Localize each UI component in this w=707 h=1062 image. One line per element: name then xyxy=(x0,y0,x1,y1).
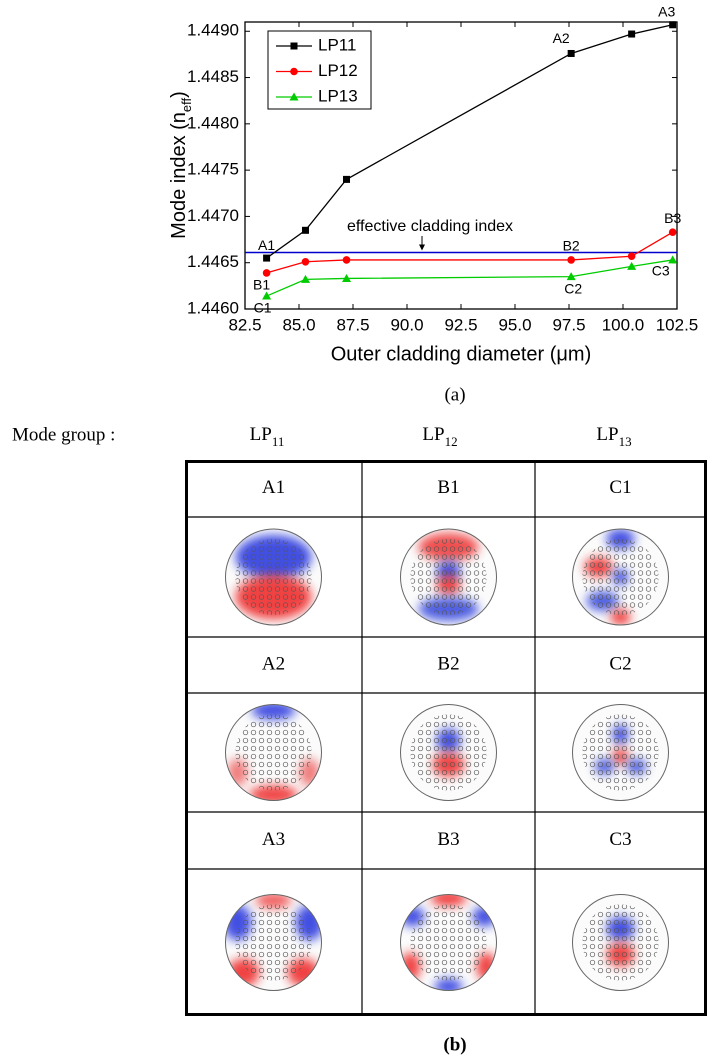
point-label: A3 xyxy=(658,3,675,19)
data-point xyxy=(669,228,677,236)
mode-field-image xyxy=(573,705,669,801)
cell-label: C2 xyxy=(609,653,631,674)
cell-label: B2 xyxy=(437,653,459,674)
cell-label: B1 xyxy=(437,477,459,498)
mode-field-image xyxy=(226,702,322,804)
x-tick-label: 102.5 xyxy=(656,315,699,334)
air-holes xyxy=(583,539,659,615)
mode-field-image xyxy=(224,893,324,991)
legend-label: LP11 xyxy=(318,35,356,54)
air-holes xyxy=(411,905,487,981)
mode-field-image xyxy=(401,529,497,625)
cell-label: C1 xyxy=(609,477,631,498)
group-header: LP13 xyxy=(596,424,631,449)
group-base: LP xyxy=(250,424,272,445)
point-label: C3 xyxy=(652,263,670,279)
cell-label: B3 xyxy=(437,829,459,850)
data-point xyxy=(263,255,270,262)
air-holes xyxy=(236,715,312,791)
air-holes xyxy=(583,905,659,981)
data-point xyxy=(628,252,636,260)
reference-label: effective cladding index xyxy=(347,218,513,235)
x-tick-label: 97.5 xyxy=(552,315,585,334)
legend-label: LP13 xyxy=(318,86,358,105)
page: Mode index (neff) Outer cladding diamete… xyxy=(0,0,707,1062)
group-base: LP xyxy=(596,424,618,445)
cell-label: C3 xyxy=(609,829,631,850)
plot-frame xyxy=(245,22,677,309)
y-tick-label: 1.4490 xyxy=(187,21,239,40)
legend-marker xyxy=(290,68,298,76)
y-label-end: ) xyxy=(168,91,190,98)
legend-label: LP12 xyxy=(318,61,358,80)
mode-field-image xyxy=(401,705,497,801)
mode-field-image xyxy=(573,895,669,991)
group-base: LP xyxy=(422,424,444,445)
mode-table: A1 B1 C1 A2 B2 C2 A3 B3 C3 xyxy=(185,460,706,1016)
legend-marker xyxy=(291,43,298,50)
group-sub: 12 xyxy=(445,434,458,449)
y-label-sub: eff xyxy=(179,97,194,112)
x-tick-label: 100.0 xyxy=(602,315,645,334)
x-tick-label: 90.0 xyxy=(390,315,423,334)
point-label: C2 xyxy=(564,280,582,296)
point-label: A2 xyxy=(553,30,570,46)
data-point xyxy=(302,227,309,234)
y-tick-label: 1.4465 xyxy=(187,252,239,271)
x-axis-label: Outer cladding diameter (μm) xyxy=(331,343,592,365)
group-header: LP12 xyxy=(422,424,457,449)
y-tick-label: 1.4480 xyxy=(187,113,239,132)
x-tick-label: 85.0 xyxy=(282,315,315,334)
field-lobe xyxy=(431,891,467,907)
y-tick-label: 1.4475 xyxy=(187,160,239,179)
caption-a: (a) xyxy=(444,384,465,405)
point-label: C1 xyxy=(254,300,272,316)
mode-field-image xyxy=(573,529,669,625)
air-holes xyxy=(236,905,312,981)
data-point xyxy=(568,50,575,57)
field-lobe xyxy=(435,979,463,995)
y-tick-label: 1.4470 xyxy=(187,206,239,225)
figure: Mode index (neff) Outer cladding diamete… xyxy=(0,0,707,1062)
air-holes xyxy=(411,715,487,791)
group-sub: 11 xyxy=(272,434,285,449)
group-sub: 13 xyxy=(619,434,632,449)
data-point xyxy=(263,269,271,277)
caption-b: (b) xyxy=(443,1034,466,1055)
point-label: B1 xyxy=(253,277,270,293)
x-tick-label: 95.0 xyxy=(498,315,531,334)
mode-field-image xyxy=(226,529,322,625)
cell-label: A2 xyxy=(262,653,285,674)
mode-field-image xyxy=(401,891,497,995)
point-label: B3 xyxy=(664,210,681,226)
group-header: LP11 xyxy=(250,424,285,449)
x-tick-label: 82.5 xyxy=(228,315,261,334)
cell-label: A1 xyxy=(262,477,285,498)
mode-group-label: Mode group : xyxy=(12,424,115,445)
data-point xyxy=(567,256,575,264)
x-tick-label: 87.5 xyxy=(336,315,369,334)
x-tick-label: 92.5 xyxy=(444,315,477,334)
data-point xyxy=(669,21,676,28)
cell-label: A3 xyxy=(262,829,285,850)
data-point xyxy=(343,176,350,183)
data-point xyxy=(262,292,271,300)
air-holes xyxy=(236,539,312,615)
series-line xyxy=(267,260,673,296)
reference-arrowhead xyxy=(419,245,425,251)
air-holes xyxy=(411,539,487,615)
air-holes xyxy=(583,715,659,791)
data-point xyxy=(628,31,635,38)
point-label: A1 xyxy=(258,237,275,253)
point-label: B2 xyxy=(563,238,580,254)
data-point xyxy=(343,256,351,264)
y-tick-label: 1.4485 xyxy=(187,67,239,86)
data-point xyxy=(302,258,310,266)
